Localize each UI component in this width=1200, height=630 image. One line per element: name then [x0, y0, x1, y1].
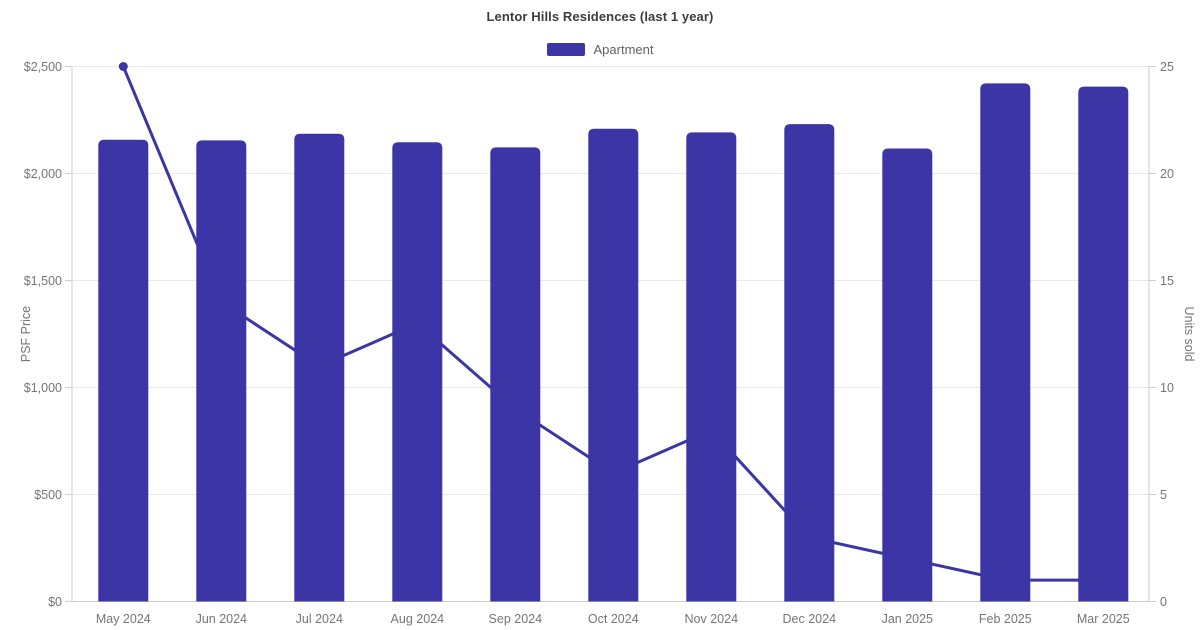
right-axis-tick-label: 20 [1160, 167, 1174, 181]
x-axis-tick-label: Jun 2024 [196, 612, 247, 626]
bar [490, 147, 541, 602]
bar [686, 132, 737, 602]
x-axis-tick-label: Dec 2024 [783, 612, 837, 626]
legend-swatch [546, 43, 585, 56]
legend-item-apartment[interactable]: Apartment [546, 42, 654, 57]
right-axis-tick-label: 25 [1160, 60, 1174, 74]
x-axis-tick-label: Nov 2024 [685, 612, 739, 626]
x-axis-tick-label: Aug 2024 [391, 612, 445, 626]
x-axis-tick-label: Mar 2025 [1077, 612, 1130, 626]
bar [784, 124, 835, 602]
right-axis-tick-label: 15 [1160, 274, 1174, 288]
bar [588, 128, 639, 602]
x-axis-tick-label: May 2024 [96, 612, 151, 626]
legend-label: Apartment [593, 42, 654, 57]
x-axis-tick-label: Oct 2024 [588, 612, 639, 626]
x-axis-tick-label: Jul 2024 [296, 612, 343, 626]
bar [392, 142, 443, 602]
bar [1078, 86, 1129, 602]
bar [196, 140, 247, 602]
left-axis-tick-label: $2,000 [24, 167, 62, 181]
bar [98, 139, 149, 602]
x-axis-tick-label: Jan 2025 [882, 612, 933, 626]
bar [882, 148, 933, 602]
chart-title: Lentor Hills Residences (last 1 year) [486, 9, 714, 24]
left-axis-tick-label: $2,500 [24, 60, 62, 74]
left-axis-tick-label: $1,000 [24, 381, 62, 395]
left-axis-tick-label: $0 [48, 595, 62, 609]
left-axis-tick-label: $500 [34, 488, 62, 502]
right-axis-tick-label: 5 [1160, 488, 1167, 502]
trend-line-start-dot [118, 62, 128, 71]
x-axis-tick-label: Sep 2024 [489, 612, 543, 626]
right-axis-tick-label: 10 [1160, 381, 1174, 395]
bar [980, 83, 1031, 602]
x-axis-tick-label: Feb 2025 [979, 612, 1032, 626]
right-axis-tick-label: 0 [1160, 595, 1167, 609]
trend-line [121, 65, 1105, 582]
legend: Apartment [0, 42, 1200, 57]
left-axis-tick-label: $1,500 [24, 274, 62, 288]
